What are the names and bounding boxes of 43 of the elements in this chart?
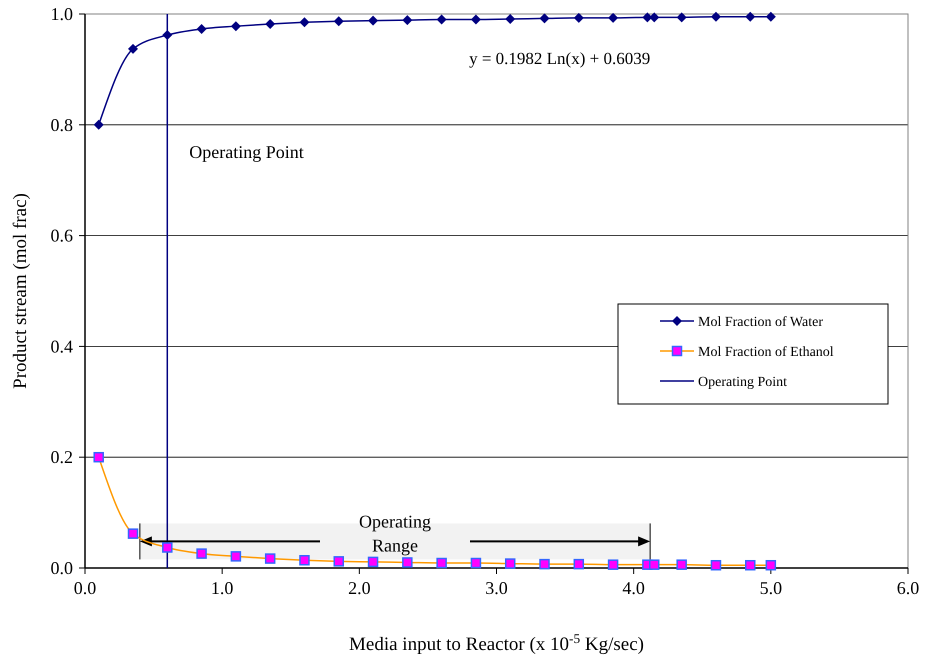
x-tick-label: 5.0	[760, 578, 782, 598]
x-tick-label: 1.0	[210, 578, 234, 598]
x-tick-label: 2.0	[348, 578, 371, 598]
point	[505, 14, 516, 24]
point	[642, 12, 652, 22]
point	[94, 120, 104, 130]
y-tick-label: 0.8	[50, 114, 73, 135]
point	[710, 12, 721, 22]
text: Operating Point	[698, 375, 788, 390]
y-tick-label: 0.0	[50, 558, 73, 578]
point	[649, 12, 660, 22]
x-axis-title: Media input to Reactor (x 10$^{-5}$ Kg/sec)	[349, 630, 644, 655]
y-tick-label: 0.6	[50, 226, 73, 246]
point	[265, 18, 276, 29]
y-tick-label: 0.2	[50, 447, 73, 468]
point	[162, 30, 172, 40]
point	[766, 12, 776, 22]
point	[436, 14, 447, 25]
point	[470, 14, 481, 25]
x-tick-label: 4.0	[622, 578, 645, 598]
point	[334, 16, 344, 26]
point	[196, 24, 207, 34]
y-tick-label: 1.0	[50, 4, 73, 24]
x-tick-label: 0.0	[74, 578, 96, 598]
point	[608, 12, 618, 23]
band-label: Operating Range	[359, 511, 431, 556]
point	[230, 21, 241, 32]
point	[299, 17, 310, 28]
point	[128, 44, 138, 54]
y-axis-title: Product stream (mol frac)	[10, 193, 31, 389]
annotation: y = 0.1982 Ln(x) + 0.6039	[469, 48, 650, 68]
point	[676, 12, 687, 22]
ref-line-label: Operating Point	[189, 142, 304, 162]
y-tick-label: 0.4	[50, 336, 73, 356]
point	[402, 15, 412, 26]
legend-label: Mol Fraction of Water	[698, 315, 824, 330]
x-tick-label: 6.0	[896, 578, 920, 598]
point	[745, 12, 756, 22]
x-tick-label: 3.0	[485, 578, 508, 598]
point	[368, 16, 378, 26]
legend-label: Mol Fraction of Ethanol	[698, 345, 834, 360]
point	[574, 12, 584, 23]
point	[540, 13, 550, 24]
